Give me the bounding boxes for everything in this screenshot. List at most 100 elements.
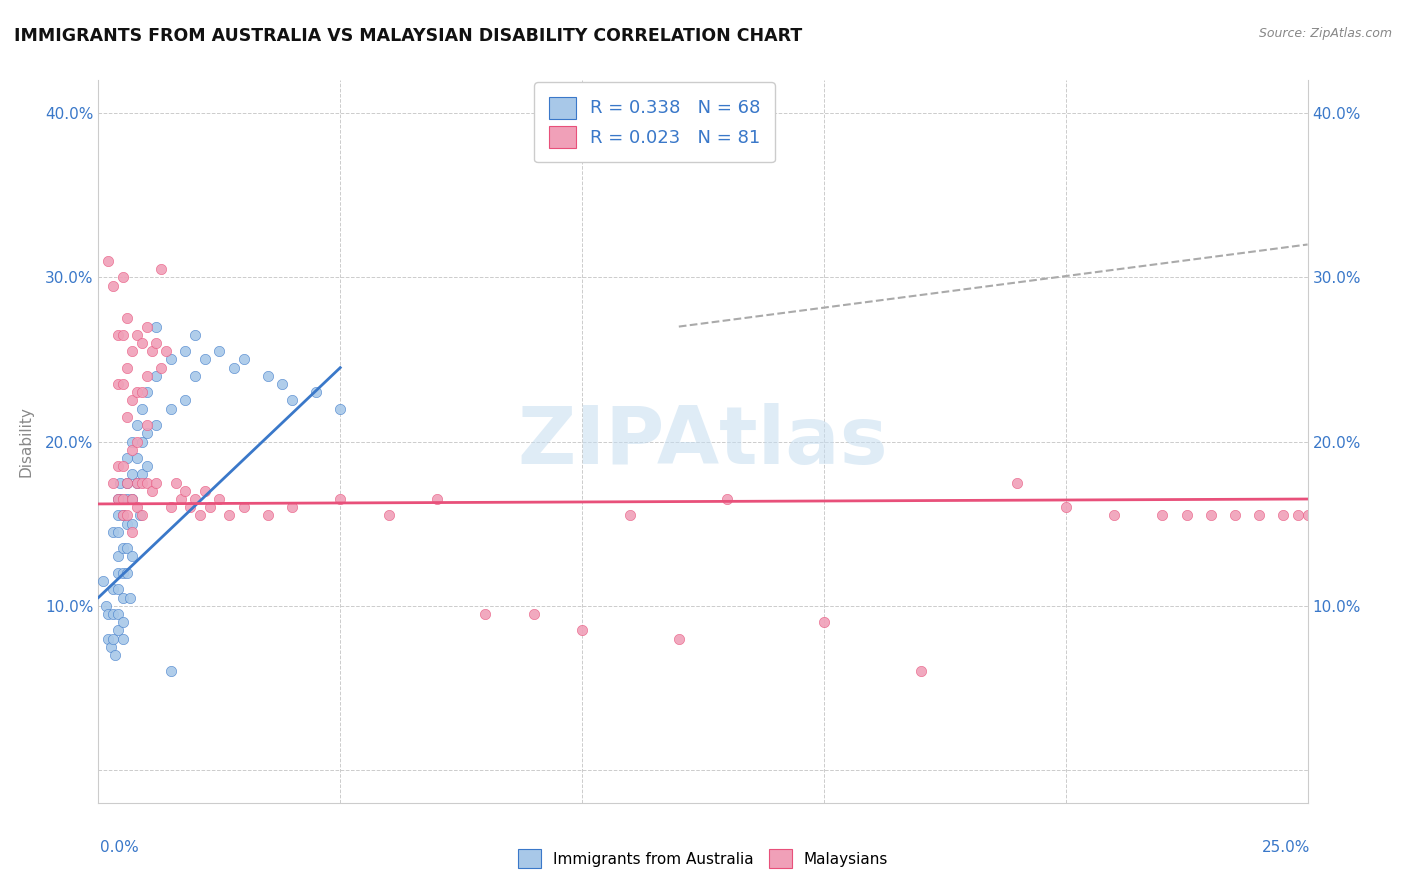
Point [716, 491, 738, 506]
Point [174, 393, 197, 408]
Point [523, 607, 546, 621]
Point [127, 418, 149, 433]
Point [329, 401, 352, 416]
Point [218, 508, 240, 523]
Point [668, 632, 690, 646]
Point [188, 508, 211, 523]
Point [117, 475, 139, 490]
Point [117, 409, 139, 424]
Point [100, 640, 122, 654]
Point [1286, 508, 1309, 523]
Point [131, 508, 153, 523]
Point [127, 475, 149, 490]
Point [107, 327, 129, 342]
Point [111, 508, 134, 523]
Point [127, 327, 149, 342]
Point [107, 377, 129, 392]
Point [111, 632, 134, 646]
Point [208, 491, 231, 506]
Point [135, 319, 157, 334]
Point [194, 352, 217, 367]
Point [1007, 475, 1029, 490]
Text: 25.0%: 25.0% [1263, 840, 1310, 855]
Point [121, 491, 143, 506]
Point [107, 491, 129, 506]
Point [131, 475, 153, 490]
Point [117, 360, 139, 375]
Point [271, 377, 294, 392]
Point [107, 491, 129, 506]
Point [377, 508, 399, 523]
Point [145, 475, 167, 490]
Point [97, 632, 120, 646]
Point [145, 319, 167, 334]
Point [128, 508, 150, 523]
Point [141, 483, 163, 498]
Point [121, 434, 143, 449]
Point [155, 344, 177, 359]
Point [121, 442, 143, 457]
Point [117, 450, 139, 465]
Point [1272, 508, 1295, 523]
Point [121, 549, 143, 564]
Point [135, 385, 157, 400]
Point [184, 368, 207, 383]
Point [121, 393, 143, 408]
Point [107, 607, 129, 621]
Point [127, 385, 149, 400]
Point [107, 624, 129, 638]
Point [165, 475, 187, 490]
Point [117, 311, 139, 326]
Point [101, 607, 124, 621]
Text: IMMIGRANTS FROM AUSTRALIA VS MALAYSIAN DISABILITY CORRELATION CHART: IMMIGRANTS FROM AUSTRALIA VS MALAYSIAN D… [14, 27, 803, 45]
Point [131, 467, 153, 482]
Point [179, 500, 201, 515]
Point [107, 508, 129, 523]
Point [1102, 508, 1125, 523]
Point [107, 459, 129, 474]
Point [111, 615, 134, 630]
Point [198, 500, 221, 515]
Point [160, 500, 183, 515]
Point [117, 516, 139, 531]
Point [426, 491, 449, 506]
Point [121, 516, 143, 531]
Point [131, 336, 153, 351]
Point [117, 475, 139, 490]
Point [111, 270, 134, 285]
Point [150, 360, 173, 375]
Text: 0.0%: 0.0% [100, 840, 139, 855]
Point [131, 401, 153, 416]
Point [813, 615, 835, 630]
Point [117, 566, 139, 580]
Point [184, 327, 207, 342]
Legend: Immigrants from Australia, Malaysians: Immigrants from Australia, Malaysians [510, 841, 896, 875]
Point [135, 426, 157, 441]
Point [141, 344, 163, 359]
Point [104, 648, 127, 662]
Point [232, 352, 254, 367]
Point [329, 491, 352, 506]
Point [111, 491, 134, 506]
Point [910, 665, 932, 679]
Point [118, 591, 141, 605]
Point [107, 566, 129, 580]
Point [117, 491, 139, 506]
Point [121, 524, 143, 539]
Point [174, 483, 197, 498]
Point [1152, 508, 1174, 523]
Point [208, 344, 231, 359]
Point [101, 278, 124, 293]
Point [1175, 508, 1198, 523]
Point [127, 475, 149, 490]
Point [121, 491, 143, 506]
Point [150, 262, 173, 277]
Point [135, 475, 157, 490]
Point [1199, 508, 1222, 523]
Point [111, 459, 134, 474]
Point [108, 475, 131, 490]
Point [305, 385, 328, 400]
Point [1223, 508, 1246, 523]
Point [131, 434, 153, 449]
Point [101, 475, 124, 490]
